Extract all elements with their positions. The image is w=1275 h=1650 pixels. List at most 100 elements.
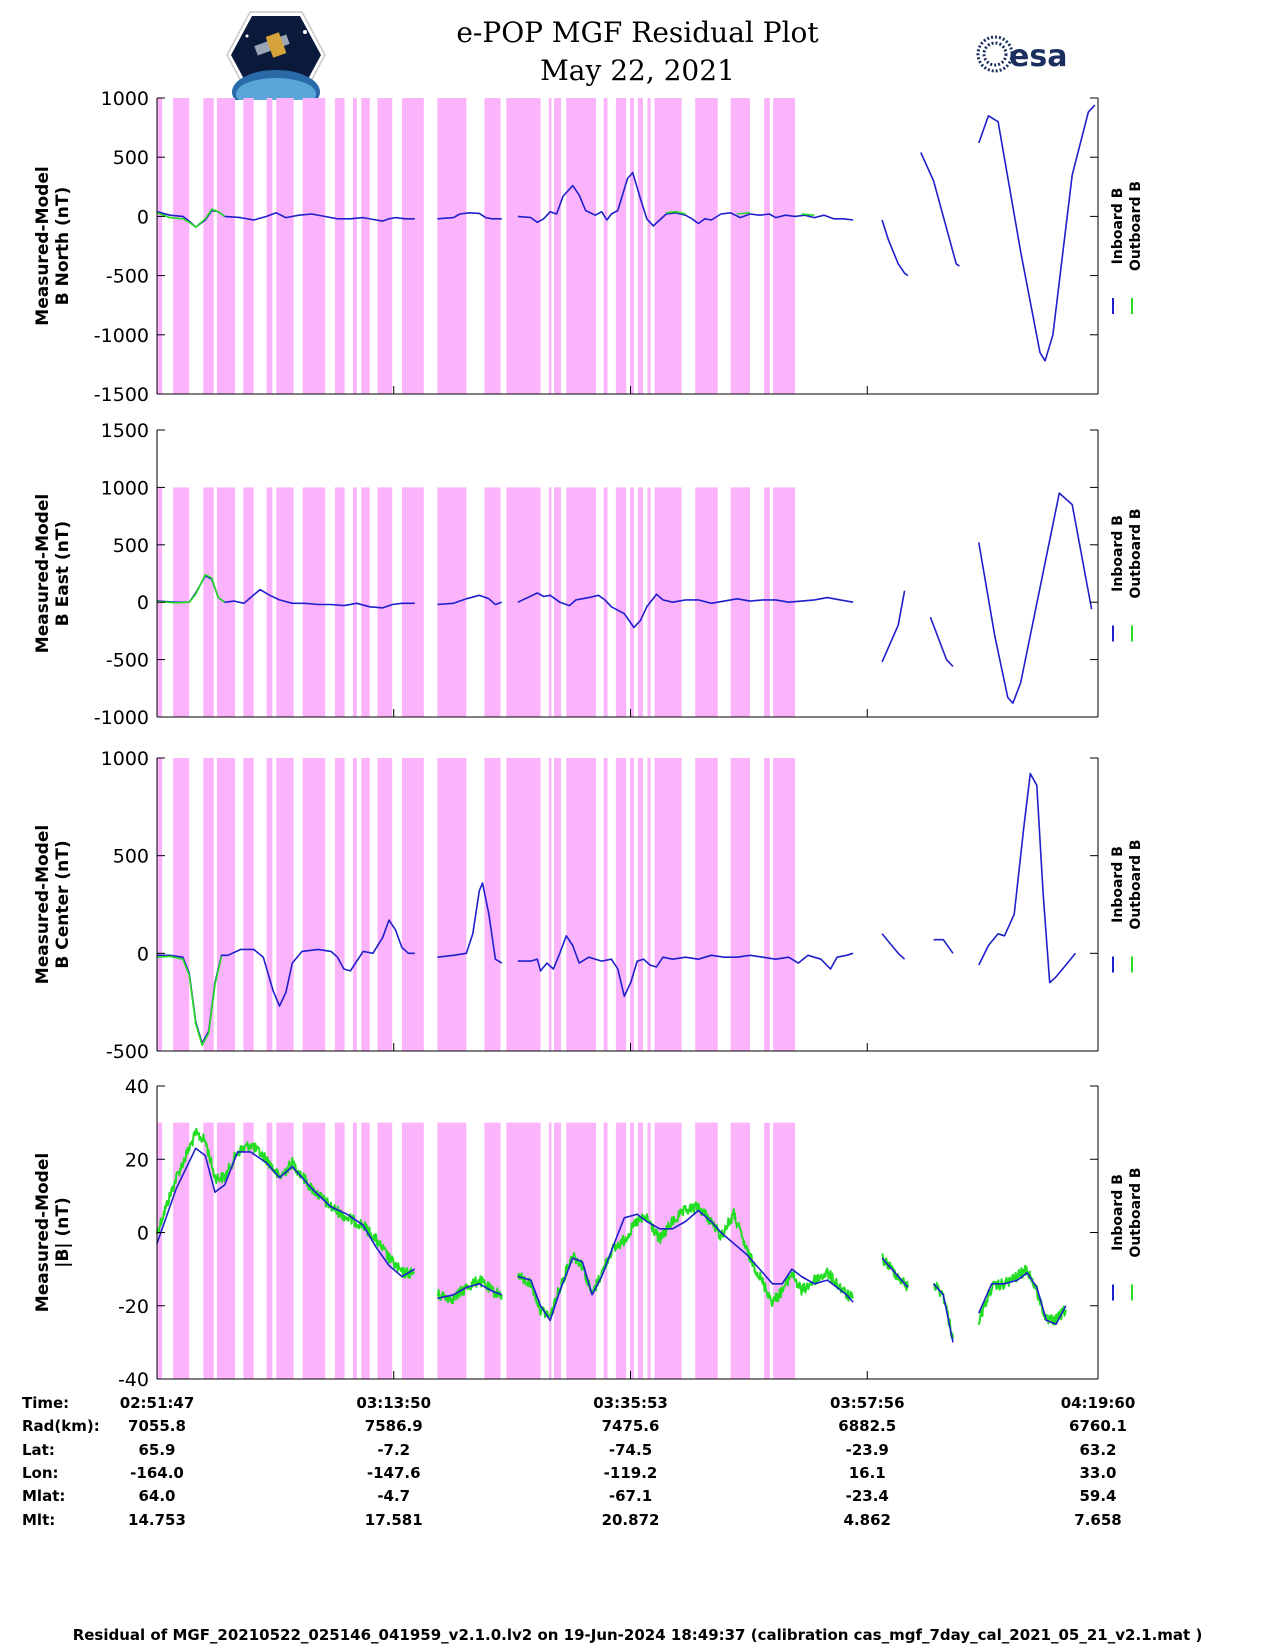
shaded-interval [654,487,682,717]
shaded-interval [506,98,541,394]
chart-title-line1: e-POP MGF Residual Plot [456,16,819,49]
shaded-interval [730,1122,750,1379]
info-value: -7.2 [377,1440,411,1459]
shaded-interval [334,487,345,717]
shaded-interval [603,758,608,1051]
y-tick-label: -40 [118,1369,149,1391]
shaded-interval [566,758,596,1051]
inboard-series-line [517,592,854,629]
shaded-interval [730,487,750,717]
shaded-interval [437,1122,467,1379]
shaded-interval [695,98,718,394]
outboard-series-line [436,1275,503,1305]
info-value: 59.4 [1079,1487,1117,1506]
outboard-series-line [156,573,226,604]
info-row-label: Mlat: [22,1487,66,1506]
shaded-interval [276,487,294,717]
shaded-interval [654,758,682,1051]
shaded-interval [548,758,552,1051]
inboard-series-line [978,104,1096,362]
panel-3: 1000 500 0 -500 Measured-ModelB Center (nT) I… [33,748,1144,1063]
inboard-series-line [933,938,954,954]
info-value: -23.9 [845,1440,889,1459]
shaded-interval [302,1122,326,1379]
info-value: 03:35:53 [593,1394,668,1412]
outboard-series-line [156,955,223,1046]
shaded-interval [764,758,770,1051]
shaded-interval [695,758,718,1051]
shaded-interval [554,758,562,1051]
legend-labels: Inboard B Outboard B [1110,839,1144,929]
shaded-interval [276,758,294,1051]
shaded-interval [173,758,190,1051]
y-tick-label: 20 [125,1149,149,1171]
y-tick-label: -500 [106,266,149,288]
legend-inboard-label: Inboard B [1110,846,1126,923]
esa-logo-icon: esa [976,35,1067,74]
shaded-interval [173,1122,190,1379]
shaded-interval [654,1122,682,1379]
shaded-interval [266,98,273,394]
inboard-series-line [929,616,954,668]
shaded-interval [615,487,627,717]
shaded-interval [401,98,424,394]
cassiope-satellite-logo-icon [226,11,326,100]
shaded-interval [630,1122,634,1379]
shaded-interval [615,98,627,394]
shaded-interval [203,758,214,1051]
y-tick-label: -500 [106,650,149,672]
shaded-interval [647,487,651,717]
legend-outboard-label: Outboard B [1128,1167,1144,1257]
info-value: 14.753 [128,1510,186,1529]
y-axis-label: Measured-ModelB East (nT) [33,494,73,653]
shaded-interval [603,487,608,717]
legend-inboard-label: Inboard B [1110,515,1126,592]
y-tick-label: -1500 [94,384,149,406]
inboard-series-line [437,882,503,964]
shaded-interval [773,98,796,394]
inboard-series-line [881,219,909,277]
info-value: -119.2 [603,1463,658,1482]
shaded-interval [302,758,326,1051]
info-value: 6760.1 [1069,1417,1127,1436]
y-tick-label: 0 [137,206,149,228]
shaded-interval [401,487,424,717]
shaded-interval [615,1122,627,1379]
inboard-series-line [437,212,502,220]
y-tick-label: 40 [125,1076,149,1098]
y-axis-label: Measured-ModelB North (nT) [33,166,73,325]
shaded-interval [377,487,393,717]
shaded-interval [603,1122,608,1379]
shaded-interval [302,98,326,394]
info-value: 63.2 [1079,1440,1117,1459]
info-row-label: Time: [22,1394,70,1412]
outboard-series-line [881,1253,909,1292]
shaded-interval [554,98,562,394]
shaded-interval [203,98,214,394]
shaded-interval [276,1122,294,1379]
shaded-interval [637,758,643,1051]
y-tick-label: 1000 [101,477,149,499]
shaded-interval [203,1122,214,1379]
shaded-interval [484,758,501,1051]
y-tick-label: -500 [106,1041,149,1063]
shaded-interval [216,758,235,1051]
shaded-interval [216,98,235,394]
shaded-interval [548,1122,552,1379]
outboard-series-line [516,1201,855,1319]
info-value: 65.9 [138,1440,176,1459]
shaded-interval [566,98,596,394]
shaded-interval [506,758,541,1051]
shaded-interval [266,758,273,1051]
shaded-interval [730,758,750,1051]
y-axis-label: Measured-ModelB Center (nT) [33,825,73,984]
y-tick-label: 1000 [101,88,149,110]
outboard-series-line [977,1264,1067,1326]
inboard-series-line [517,171,854,227]
shaded-interval [157,1122,163,1379]
panel-2: 1500 1000 500 0 -500 -1000 Measured-ModelB Eas… [33,420,1144,729]
y-tick-label: 0 [137,1223,149,1245]
shaded-interval [173,98,190,394]
panel-1: 1000 500 0 -500 -1000 -1500 Measured-ModelB No… [33,88,1144,406]
